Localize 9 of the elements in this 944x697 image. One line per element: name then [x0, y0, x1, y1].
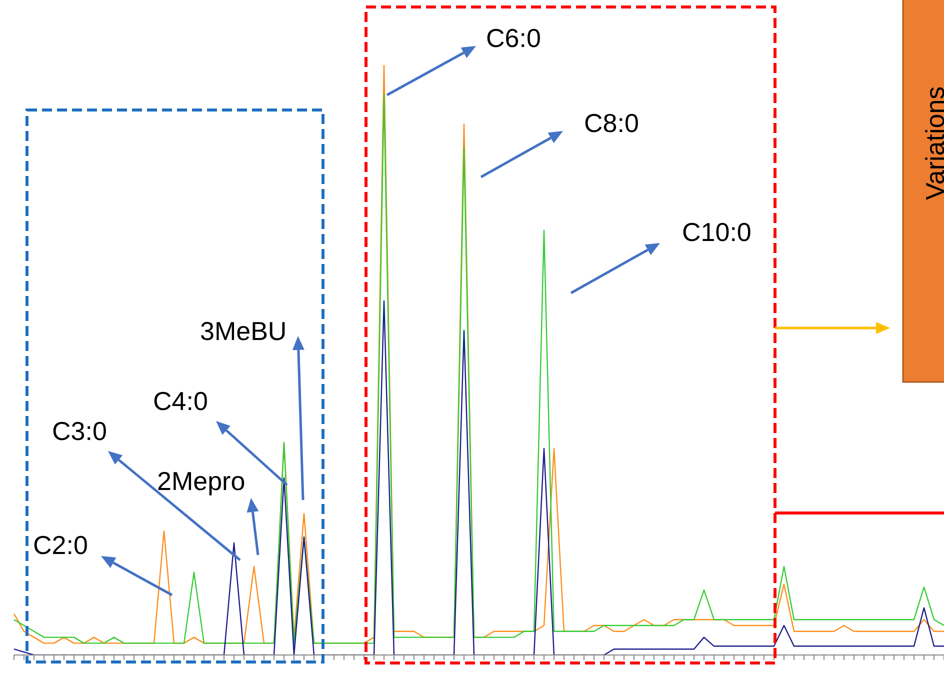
- text: C6:0: [486, 23, 541, 53]
- annotation: 3MeBU: [200, 316, 287, 346]
- annotation: C8:0: [584, 108, 639, 138]
- annotation: C2:0: [33, 530, 88, 560]
- annotation: C4:0: [153, 386, 208, 416]
- annotation: 2Mepro: [157, 466, 246, 496]
- annotation: Variations: [920, 86, 944, 200]
- annotation: C10:0: [682, 217, 752, 247]
- annotation: C3:0: [52, 416, 107, 446]
